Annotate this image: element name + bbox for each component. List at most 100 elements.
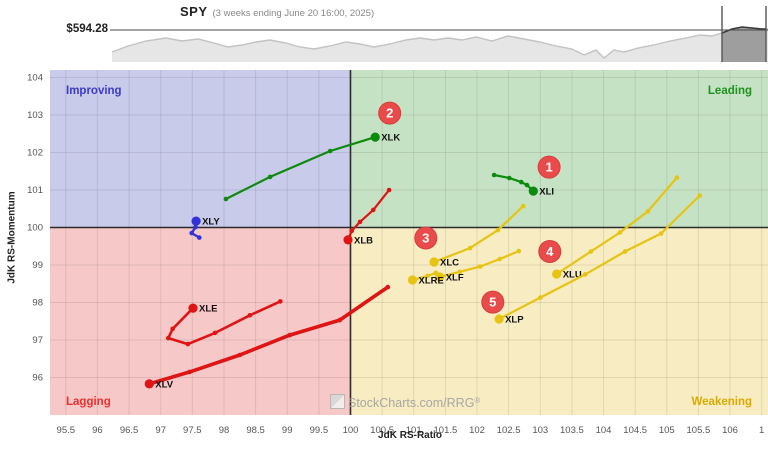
badge-number: 1 <box>545 160 552 175</box>
badge-5[interactable]: 5 <box>481 290 505 314</box>
XLC-ticker-label[interactable]: XLC <box>440 258 459 269</box>
XLP-trail-dot <box>622 249 628 254</box>
x-tick-label: 104.5 <box>623 425 647 436</box>
price-sparkline[interactable] <box>0 0 768 62</box>
badge-number: 5 <box>489 295 496 310</box>
XLB-trail-dot <box>386 187 392 193</box>
y-tick-label: 103 <box>27 110 43 121</box>
XLY-trail-dot <box>189 230 194 236</box>
series-XLY: XLY <box>189 216 220 240</box>
lagging-quadrant <box>50 227 351 415</box>
XLI-ticker-label[interactable]: XLI <box>539 187 554 198</box>
XLE-head-dot[interactable] <box>188 303 198 313</box>
XLF-trail-dot <box>477 264 483 269</box>
series-XLV: XLV <box>144 284 391 390</box>
x-tick-label: 95.5 <box>57 425 76 436</box>
badge-4[interactable]: 4 <box>538 240 562 263</box>
x-tick-label: 100 <box>343 425 359 436</box>
XLV-trail-dot <box>187 369 193 375</box>
badge-circle <box>481 290 505 314</box>
badge-circle <box>537 155 561 179</box>
XLB-trail-dot <box>349 228 355 234</box>
XLK-ticker-label[interactable]: XLK <box>381 133 400 144</box>
XLP-ticker-label[interactable]: XLP <box>505 315 524 326</box>
header-title: SPY (3 weeks ending June 20 16:00, 2025) <box>180 4 374 19</box>
XLU-ticker-label[interactable]: XLU <box>563 270 582 281</box>
XLB-trail-dot <box>371 207 376 213</box>
series-XLI: XLI <box>491 172 554 198</box>
x-tick-label: 96.5 <box>120 425 139 436</box>
XLF-trail-dot <box>497 256 503 262</box>
XLU-trail-dot <box>645 209 651 214</box>
x-tick-label: 101 <box>406 425 422 436</box>
x-tick-label: 1 <box>759 425 764 436</box>
badge-1[interactable]: 1 <box>537 155 561 179</box>
stockcharts-logo-icon <box>330 394 345 409</box>
x-tick-label: 105.5 <box>687 425 711 436</box>
XLI-trail-dot <box>519 179 524 185</box>
improving-quadrant <box>50 70 351 228</box>
badge-number: 2 <box>386 106 393 121</box>
stockcharts-watermark: StockCharts.com/RRG® <box>330 394 480 410</box>
x-tick-label: 96 <box>92 425 103 436</box>
XLE-ticker-label[interactable]: XLE <box>199 304 217 315</box>
XLP-head-dot[interactable] <box>494 314 504 324</box>
XLRE-head-dot[interactable] <box>407 275 418 285</box>
badge-3[interactable]: 3 <box>414 226 438 250</box>
badge-circle <box>538 240 562 263</box>
symbol-title: SPY <box>180 4 208 19</box>
XLB-ticker-label[interactable]: XLB <box>354 235 373 246</box>
badge-circle <box>378 101 402 125</box>
XLK-trail-dot <box>267 174 273 180</box>
y-tick-label: 98 <box>32 298 43 309</box>
XLE-trail-dot <box>170 326 175 332</box>
XLI-trail-dot <box>491 172 497 178</box>
XLY-ticker-label[interactable]: XLY <box>202 217 220 228</box>
XLP-trail-dot <box>582 272 588 277</box>
XLF-head-dot[interactable] <box>435 272 445 282</box>
XLV-ticker-label[interactable]: XLV <box>155 379 173 390</box>
x-tick-label: 101.5 <box>434 425 458 436</box>
XLI-trail-dot <box>507 175 512 181</box>
x-tick-label: 98.5 <box>246 425 265 436</box>
x-tick-label: 99 <box>282 425 293 436</box>
XLRE-trail-dot <box>433 270 439 276</box>
badge-number: 3 <box>422 231 429 246</box>
XLF-ticker-label[interactable]: XLF <box>446 273 464 284</box>
XLE-trail-dot <box>212 330 218 336</box>
XLY-head-dot[interactable] <box>191 216 201 226</box>
XLB-trail-dot <box>357 219 363 225</box>
selected-period-window[interactable] <box>112 26 768 62</box>
y-tick-label: 101 <box>27 185 43 196</box>
XLI-trail-dot <box>524 182 530 188</box>
series-XLK: XLK <box>223 132 400 202</box>
rrg-chart: Improving Leading Lagging Weakening 95.5 96 96… <box>27 70 768 436</box>
XLE-trail-dot <box>185 341 191 347</box>
XLE-trail-dot <box>247 313 253 318</box>
XLC-trail-dot <box>495 227 501 233</box>
XLB-head-dot[interactable] <box>343 235 353 245</box>
XLY-trail-dot <box>197 235 202 240</box>
XLP-trail-dot <box>538 295 543 300</box>
XLC-trail <box>432 205 525 264</box>
XLK-head-dot[interactable] <box>370 132 380 142</box>
XLV-trail <box>147 285 390 386</box>
XLI-head-dot[interactable] <box>528 186 538 196</box>
series-XLRE: XLRE <box>407 270 444 287</box>
XLP-trail-dot <box>697 193 702 198</box>
XLRE-ticker-label[interactable]: XLRE <box>419 276 444 287</box>
x-tick-label: 102 <box>469 425 485 436</box>
XLC-trail-dot <box>520 203 526 209</box>
leading-quadrant <box>350 70 768 228</box>
x-tick-label: 99.5 <box>310 425 329 436</box>
XLV-head-dot[interactable] <box>144 379 154 389</box>
x-tick-label: 98 <box>219 425 230 436</box>
spy-area-outline <box>111 26 768 59</box>
series-XLU: XLU <box>552 175 680 281</box>
XLU-head-dot[interactable] <box>552 269 562 279</box>
x-tick-label: 105 <box>659 425 675 436</box>
XLE-trail-dot <box>278 299 283 304</box>
XLC-head-dot[interactable] <box>429 257 439 267</box>
badge-2[interactable]: 2 <box>378 101 402 125</box>
